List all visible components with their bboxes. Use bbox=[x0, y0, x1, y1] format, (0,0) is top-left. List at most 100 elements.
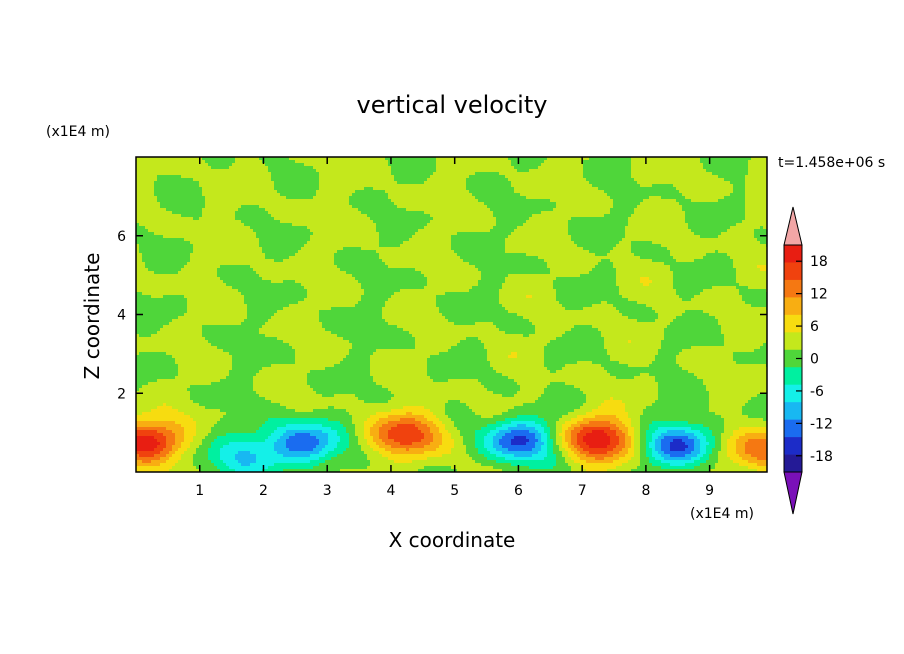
field-cell bbox=[334, 205, 338, 209]
field-cell bbox=[568, 169, 572, 173]
field-cell bbox=[439, 193, 443, 197]
field-cell bbox=[310, 214, 314, 218]
field-cell bbox=[622, 181, 626, 185]
field-cell bbox=[580, 184, 584, 188]
field-cell bbox=[628, 211, 632, 215]
field-cell bbox=[304, 223, 308, 227]
field-cell bbox=[547, 214, 551, 218]
field-cell bbox=[199, 178, 203, 182]
field-cell bbox=[157, 217, 161, 221]
field-cell bbox=[154, 211, 158, 215]
field-cell bbox=[481, 196, 485, 200]
field-cell bbox=[601, 208, 605, 212]
field-cell bbox=[481, 190, 485, 194]
field-cell bbox=[439, 178, 443, 182]
field-cell bbox=[517, 226, 521, 230]
field-cell bbox=[448, 193, 452, 197]
field-cell bbox=[406, 205, 410, 209]
field-cell bbox=[259, 160, 263, 164]
field-cell bbox=[136, 163, 140, 167]
field-cell bbox=[148, 172, 152, 176]
field-cell bbox=[760, 214, 764, 218]
field-cell bbox=[310, 175, 314, 179]
field-cell bbox=[148, 190, 152, 194]
field-cell bbox=[760, 202, 764, 206]
field-cell bbox=[412, 172, 416, 176]
field-cell bbox=[298, 172, 302, 176]
field-cell bbox=[265, 226, 269, 230]
field-cell bbox=[292, 166, 296, 170]
field-cell bbox=[625, 199, 629, 203]
field-cell bbox=[295, 172, 299, 176]
field-cell bbox=[403, 157, 407, 161]
field-cell bbox=[637, 157, 641, 161]
field-cell bbox=[550, 163, 554, 167]
field-cell bbox=[409, 217, 413, 221]
field-cell bbox=[463, 160, 467, 164]
field-cell bbox=[205, 172, 209, 176]
field-cell bbox=[763, 157, 767, 161]
field-cell bbox=[454, 178, 458, 182]
field-cell bbox=[469, 190, 473, 194]
field-cell bbox=[382, 205, 386, 209]
field-cell bbox=[232, 172, 236, 176]
field-cell bbox=[634, 163, 638, 167]
field-cell bbox=[211, 184, 215, 188]
field-cell bbox=[520, 214, 524, 218]
field-cell bbox=[220, 202, 224, 206]
field-cell bbox=[304, 193, 308, 197]
field-cell bbox=[667, 196, 671, 200]
field-cell bbox=[598, 178, 602, 182]
field-cell bbox=[232, 187, 236, 191]
field-cell bbox=[316, 160, 320, 164]
field-cell bbox=[190, 172, 194, 176]
field-cell bbox=[325, 193, 329, 197]
field-cell bbox=[712, 217, 716, 221]
field-cell bbox=[571, 190, 575, 194]
field-cell bbox=[574, 220, 578, 224]
field-cell bbox=[760, 199, 764, 203]
field-cell bbox=[502, 220, 506, 224]
field-cell bbox=[151, 205, 155, 209]
field-cell bbox=[364, 190, 368, 194]
field-cell bbox=[202, 175, 206, 179]
field-cell bbox=[421, 181, 425, 185]
field-cell bbox=[211, 220, 215, 224]
field-cell bbox=[529, 157, 533, 161]
field-cell bbox=[565, 172, 569, 176]
field-cell bbox=[325, 169, 329, 173]
field-cell bbox=[349, 214, 353, 218]
field-cell bbox=[625, 208, 629, 212]
field-cell bbox=[589, 163, 593, 167]
field-cell bbox=[568, 166, 572, 170]
field-cell bbox=[154, 208, 158, 212]
field-cell bbox=[640, 163, 644, 167]
field-cell bbox=[160, 199, 164, 203]
field-cell bbox=[406, 172, 410, 176]
field-cell bbox=[214, 223, 218, 227]
field-cell bbox=[229, 220, 233, 224]
field-cell bbox=[466, 187, 470, 191]
field-cell bbox=[754, 214, 758, 218]
field-cell bbox=[508, 196, 512, 200]
field-cell bbox=[316, 157, 320, 161]
field-cell bbox=[346, 172, 350, 176]
field-cell bbox=[412, 202, 416, 206]
field-cell bbox=[538, 202, 542, 206]
field-cell bbox=[751, 214, 755, 218]
field-cell bbox=[184, 199, 188, 203]
field-cell bbox=[688, 181, 692, 185]
field-cell bbox=[739, 205, 743, 209]
field-cell bbox=[622, 211, 626, 215]
field-cell bbox=[517, 220, 521, 224]
field-cell bbox=[298, 208, 302, 212]
field-cell bbox=[712, 187, 716, 191]
field-cell bbox=[295, 184, 299, 188]
field-cell bbox=[478, 202, 482, 206]
field-cell bbox=[346, 223, 350, 227]
field-cell bbox=[727, 202, 731, 206]
field-cell bbox=[517, 172, 521, 176]
field-cell bbox=[682, 172, 686, 176]
field-cell bbox=[751, 175, 755, 179]
field-cell bbox=[583, 217, 587, 221]
